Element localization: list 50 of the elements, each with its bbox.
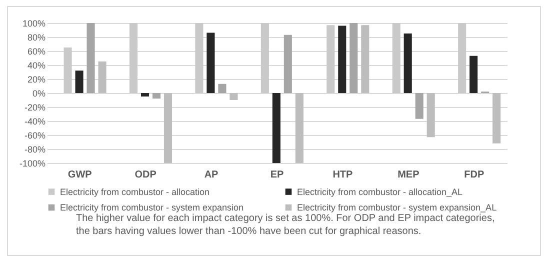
bar	[152, 93, 161, 99]
bar	[392, 23, 400, 93]
y-tick-label: -100%	[19, 158, 46, 168]
bar	[195, 23, 204, 93]
legend-label: Electricity from combustor - allocation_AL	[297, 186, 463, 197]
y-tick-label: -20%	[24, 102, 46, 112]
bar	[284, 34, 292, 93]
bar	[140, 93, 150, 96]
bar	[218, 84, 226, 93]
y-tick-label: 40%	[27, 60, 46, 70]
bar	[458, 23, 466, 93]
y-tick-label: 20%	[27, 74, 46, 84]
legend-label: Electricity from combustor - system expansion_AL	[297, 202, 497, 212]
bar	[86, 23, 95, 93]
bar	[470, 56, 478, 93]
y-tick-label: -60%	[24, 130, 46, 140]
y-tick-label: -40%	[24, 116, 46, 126]
bar	[426, 93, 435, 138]
bar	[98, 62, 106, 93]
bar	[361, 25, 370, 93]
bar	[75, 70, 84, 93]
bar	[326, 25, 335, 93]
bar	[492, 93, 501, 144]
text: The higher value for each impact category is set as 100%. For ODP and EP impact categories, the bars having values lower than -100% have been cut for graphical reasons.	[76, 212, 496, 238]
x-tick-label: GWP	[68, 170, 92, 180]
x-tick-label: FDP	[464, 170, 484, 180]
bar	[129, 23, 138, 93]
bar	[338, 26, 346, 93]
bar	[164, 93, 172, 163]
bar	[404, 34, 412, 93]
bar	[230, 93, 238, 100]
x-tick-label: HTP	[332, 170, 354, 180]
legend-label: Electricity from combustor - allocation	[60, 186, 210, 197]
bar	[64, 48, 72, 93]
x-tick-label: EP	[270, 170, 284, 180]
y-tick-label: 0%	[32, 88, 46, 98]
y-tick-label: 60%	[27, 46, 46, 56]
bar	[295, 93, 304, 163]
y-tick-label: -80%	[24, 144, 46, 154]
legend-label: Electricity from combustor - system expansion	[60, 202, 244, 212]
y-tick-label: 80%	[27, 32, 46, 42]
x-tick-label: AP	[204, 170, 219, 180]
y-tick-label: 100%	[22, 18, 46, 28]
bar	[272, 93, 280, 163]
bar	[415, 93, 424, 119]
bar	[350, 23, 358, 93]
bar	[206, 32, 215, 93]
x-tick-label: ODP	[134, 170, 157, 180]
x-tick-label: MEP	[398, 170, 420, 180]
bar	[260, 23, 269, 93]
